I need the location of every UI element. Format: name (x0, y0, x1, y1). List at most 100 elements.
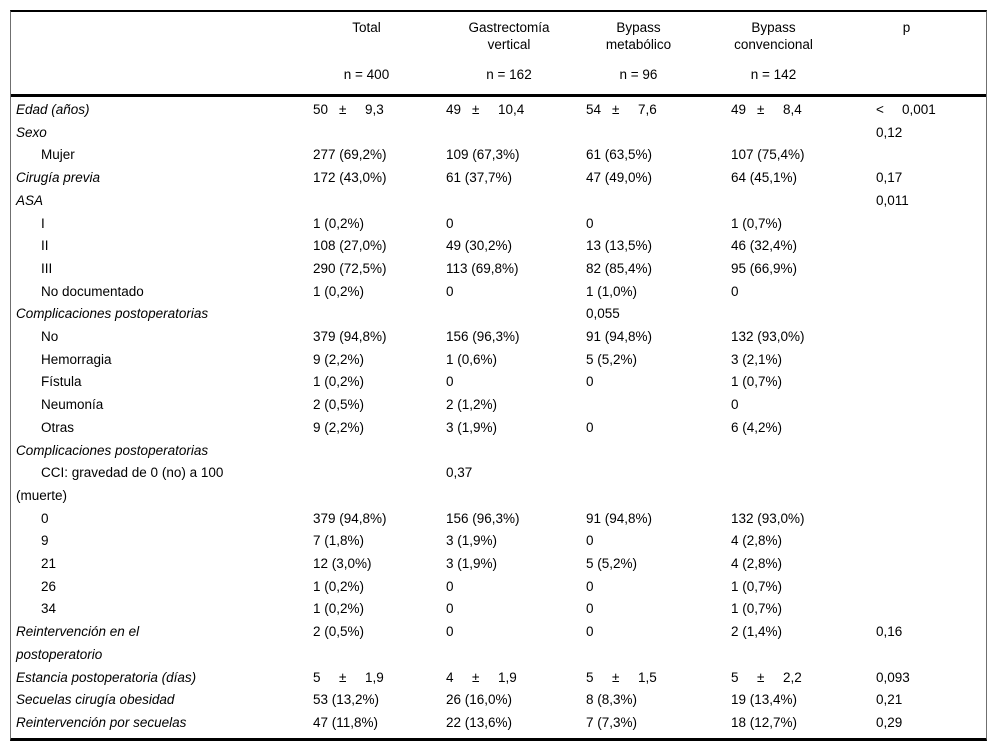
table-row: 21 12 (3,0%) 3 (1,9%) 5 (5,2%) 4 (2,8%) (11, 553, 986, 576)
data-cell: 3 (1,9%) (446, 533, 498, 549)
data-cell: 4 ± 1,9 (446, 669, 517, 685)
data-cell: 0 (446, 624, 454, 640)
table-body: Edad (años) 50 ± 9,3 49 ± 10,4 54 ± 7,6 49 ±… (11, 97, 986, 738)
data-cell: 1 (0,7%) (731, 374, 783, 390)
data-cell: 47 (49,0%) (586, 170, 653, 186)
row-label: Secuelas cirugía obesidad (16, 692, 175, 708)
table-row: ASA 0,011 (11, 190, 986, 213)
data-cell: 91 (94,8%) (586, 329, 653, 345)
data-cell: 0 (446, 215, 454, 231)
table-header: Total n = 400 Gastrectomía vertical n = 162… (11, 12, 986, 97)
data-cell: 107 (75,4%) (731, 147, 805, 163)
data-cell: 0 (586, 374, 594, 390)
row-label: Fístula (41, 374, 82, 390)
data-cell: 290 (72,5%) (313, 260, 387, 276)
data-cell (869, 417, 986, 440)
data-cell: 3 (2,1%) (731, 351, 783, 367)
comparison-table: Total n = 400 Gastrectomía vertical n = 162… (10, 10, 987, 741)
column-title: Bypass metabólico (605, 20, 672, 52)
data-cell (306, 122, 439, 145)
data-cell: 0,011 (876, 192, 909, 208)
data-cell: 0 (446, 374, 454, 390)
data-cell: 1 (0,2%) (313, 601, 365, 617)
data-cell: 0,16 (876, 624, 903, 640)
data-cell: 0,12 (876, 124, 903, 140)
data-cell: 19 (13,4%) (731, 692, 798, 708)
data-cell: 113 (69,8%) (446, 260, 519, 276)
data-cell (869, 349, 986, 372)
data-cell: 22 (13,6%) (446, 714, 513, 730)
data-cell: 13 (13,5%) (586, 238, 653, 254)
data-cell (724, 303, 869, 326)
data-cell (579, 122, 724, 145)
data-cell (439, 190, 579, 213)
data-cell: 18 (12,7%) (731, 714, 798, 730)
data-cell (439, 303, 579, 326)
data-cell: 2 (0,5%) (313, 624, 365, 640)
data-cell: 3 (1,9%) (446, 419, 498, 435)
table-row: No documentado 1 (0,2%) 0 1 (1,0%) 0 (11, 281, 986, 304)
data-cell: 0 (446, 601, 454, 617)
data-cell: 26 (16,0%) (446, 692, 513, 708)
data-cell: 0 (586, 533, 594, 549)
column-header: p (869, 19, 986, 84)
data-cell: 9 (2,2%) (313, 351, 365, 367)
data-cell (579, 394, 724, 417)
data-cell (869, 326, 986, 349)
data-cell (869, 281, 986, 304)
data-cell: 8 (8,3%) (586, 692, 638, 708)
table-row: Reintervención por secuelas 47 (11,8%) 22 … (11, 712, 986, 735)
data-cell: 1 (0,2%) (313, 215, 365, 231)
column-header: Bypass metabólico n = 96 (579, 19, 724, 84)
column-sample-size: n = 142 (750, 67, 797, 82)
data-cell: 61 (63,5%) (586, 147, 653, 163)
column-sample-size: n = 96 (619, 67, 658, 82)
data-cell: 0 (586, 601, 594, 617)
data-cell: 5 (5,2%) (586, 351, 638, 367)
row-label: Otras (41, 419, 75, 435)
table-row: Sexo 0,12 (11, 122, 986, 145)
data-cell: 1 (0,2%) (313, 578, 365, 594)
data-cell (869, 303, 986, 326)
data-cell: 132 (93,0%) (731, 510, 805, 526)
data-cell: 82 (85,4%) (586, 260, 653, 276)
row-label: 9 (41, 533, 49, 549)
row-label: Hemorragia (41, 351, 112, 367)
data-cell: 2 (1,2%) (446, 397, 498, 413)
row-label: 26 (41, 578, 57, 594)
data-cell (439, 122, 579, 145)
data-cell: 7 (1,8%) (313, 533, 365, 549)
row-label: Estancia postoperatoria (días) (16, 669, 197, 685)
data-cell (869, 508, 986, 531)
data-cell: 50 ± 9,3 (313, 102, 384, 117)
row-label: Reintervención por secuelas (16, 714, 187, 730)
data-cell: 54 ± 7,6 (586, 102, 657, 117)
data-cell: 4 (2,8%) (731, 533, 783, 549)
row-label: I (41, 215, 45, 231)
table-row: Estancia postoperatoria (días) 5 ± 1,9 4 ±… (11, 667, 986, 690)
data-cell (306, 440, 439, 463)
table-row: 34 1 (0,2%) 0 0 1 (0,7%) (11, 598, 986, 621)
column-title: Bypass convencional (734, 20, 813, 52)
data-cell: 0,093 (876, 669, 910, 685)
data-cell: 95 (66,9%) (731, 260, 798, 276)
table-row: Secuelas cirugía obesidad 53 (13,2%) 26 (1… (11, 689, 986, 712)
table-row: III 290 (72,5%) 113 (69,8%) 82 (85,4%) 95 (6… (11, 258, 986, 281)
table-row: II 108 (27,0%) 49 (30,2%) 13 (13,5%) 46 (32,… (11, 235, 986, 258)
data-cell: 1 (0,7%) (731, 578, 783, 594)
table-row: Hemorragia 9 (2,2%) 1 (0,6%) 5 (5,2%) 3 (2,1… (11, 349, 986, 372)
data-cell: 49 (30,2%) (446, 238, 513, 254)
row-label: Complicaciones postoperatorias (16, 442, 209, 458)
row-label: No documentado (41, 283, 144, 299)
data-cell (869, 530, 986, 553)
data-cell: 2 (1,4%) (731, 624, 783, 640)
data-cell: 1 (0,2%) (313, 374, 365, 390)
data-cell: 0 (731, 283, 739, 299)
data-cell: 6 (4,2%) (731, 419, 783, 435)
column-title: Total (352, 20, 381, 35)
data-cell: 277 (69,2%) (313, 147, 387, 163)
data-cell (869, 394, 986, 417)
table-row: Fístula 1 (0,2%) 0 0 1 (0,7%) (11, 371, 986, 394)
data-cell (869, 553, 986, 576)
data-cell: 49 ± 10,4 (446, 102, 525, 117)
